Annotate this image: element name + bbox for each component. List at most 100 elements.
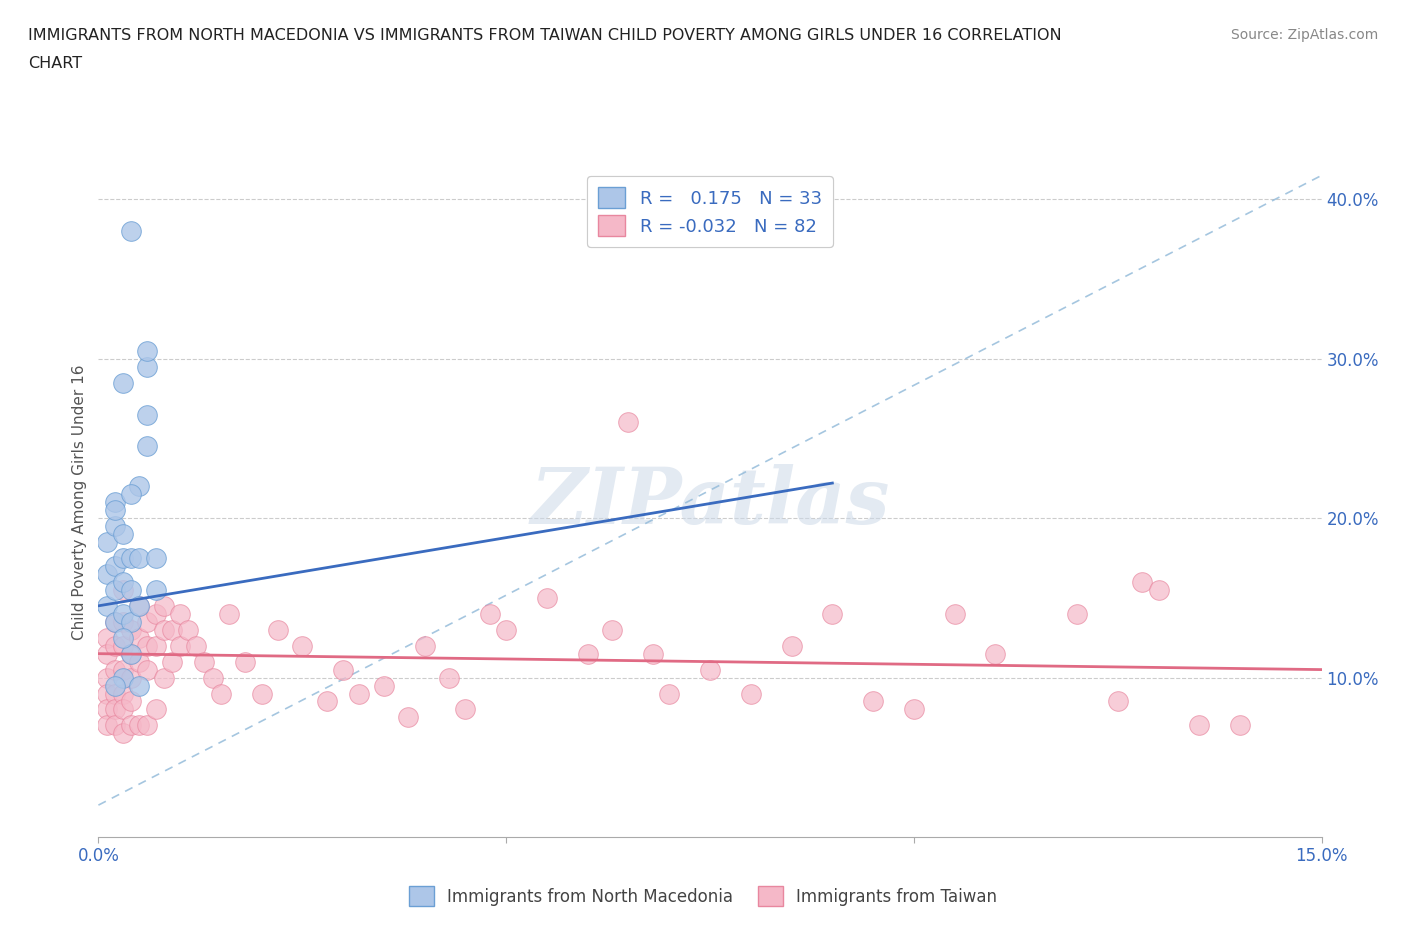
Point	[218, 606, 240, 621]
Point	[437, 671, 460, 685]
Point	[413, 638, 436, 653]
Point	[136, 407, 159, 422]
Point	[104, 718, 127, 733]
Point	[111, 375, 134, 390]
Point	[658, 686, 681, 701]
Point	[903, 702, 925, 717]
Point	[145, 582, 167, 597]
Point	[104, 495, 127, 510]
Point	[145, 551, 167, 565]
Legend: Immigrants from North Macedonia, Immigrants from Taiwan: Immigrants from North Macedonia, Immigra…	[402, 880, 1004, 912]
Point	[1107, 694, 1129, 709]
Point	[120, 486, 142, 501]
Point	[145, 638, 167, 653]
Point	[111, 526, 134, 541]
Point	[495, 622, 517, 637]
Point	[943, 606, 966, 621]
Point	[111, 686, 134, 701]
Point	[699, 662, 721, 677]
Point	[104, 615, 127, 630]
Point	[120, 622, 142, 637]
Point	[315, 694, 337, 709]
Point	[120, 694, 142, 709]
Point	[617, 415, 640, 430]
Point	[104, 678, 127, 693]
Point	[120, 551, 142, 565]
Point	[111, 631, 134, 645]
Point	[1147, 582, 1170, 597]
Point	[641, 646, 664, 661]
Point	[1229, 718, 1251, 733]
Point	[96, 702, 118, 717]
Point	[152, 622, 174, 637]
Point	[160, 622, 183, 637]
Y-axis label: Child Poverty Among Girls Under 16: Child Poverty Among Girls Under 16	[72, 365, 87, 640]
Point	[111, 615, 134, 630]
Text: IMMIGRANTS FROM NORTH MACEDONIA VS IMMIGRANTS FROM TAIWAN CHILD POVERTY AMONG GI: IMMIGRANTS FROM NORTH MACEDONIA VS IMMIG…	[28, 28, 1062, 43]
Point	[349, 686, 371, 701]
Point	[740, 686, 762, 701]
Text: Source: ZipAtlas.com: Source: ZipAtlas.com	[1230, 28, 1378, 42]
Point	[96, 686, 118, 701]
Point	[267, 622, 290, 637]
Point	[128, 718, 150, 733]
Point	[128, 654, 150, 669]
Point	[186, 638, 208, 653]
Point	[152, 598, 174, 613]
Point	[96, 646, 118, 661]
Point	[120, 615, 142, 630]
Point	[111, 606, 134, 621]
Point	[111, 638, 134, 653]
Point	[96, 631, 118, 645]
Point	[145, 606, 167, 621]
Point	[104, 662, 127, 677]
Point	[111, 726, 134, 741]
Point	[104, 559, 127, 574]
Point	[136, 718, 159, 733]
Point	[136, 343, 159, 358]
Point	[136, 662, 159, 677]
Point	[169, 606, 191, 621]
Point	[1066, 606, 1088, 621]
Point	[96, 535, 118, 550]
Text: ZIPatlas: ZIPatlas	[530, 464, 890, 540]
Point	[152, 671, 174, 685]
Point	[104, 702, 127, 717]
Point	[104, 615, 127, 630]
Point	[177, 622, 200, 637]
Point	[145, 702, 167, 717]
Point	[536, 591, 558, 605]
Point	[128, 678, 150, 693]
Point	[111, 582, 134, 597]
Point	[821, 606, 844, 621]
Point	[478, 606, 501, 621]
Point	[332, 662, 354, 677]
Point	[128, 551, 150, 565]
Point	[136, 615, 159, 630]
Point	[862, 694, 884, 709]
Point	[120, 582, 142, 597]
Point	[373, 678, 395, 693]
Point	[1130, 575, 1153, 590]
Point	[111, 551, 134, 565]
Point	[104, 519, 127, 534]
Point	[120, 718, 142, 733]
Point	[136, 638, 159, 653]
Point	[128, 598, 150, 613]
Point	[120, 646, 142, 661]
Point	[96, 566, 118, 581]
Point	[600, 622, 623, 637]
Point	[104, 638, 127, 653]
Point	[780, 638, 803, 653]
Point	[120, 671, 142, 685]
Point	[111, 662, 134, 677]
Point	[1188, 718, 1211, 733]
Point	[576, 646, 599, 661]
Point	[233, 654, 256, 669]
Point	[120, 646, 142, 661]
Point	[250, 686, 273, 701]
Point	[984, 646, 1007, 661]
Point	[136, 439, 159, 454]
Point	[160, 654, 183, 669]
Point	[120, 224, 142, 239]
